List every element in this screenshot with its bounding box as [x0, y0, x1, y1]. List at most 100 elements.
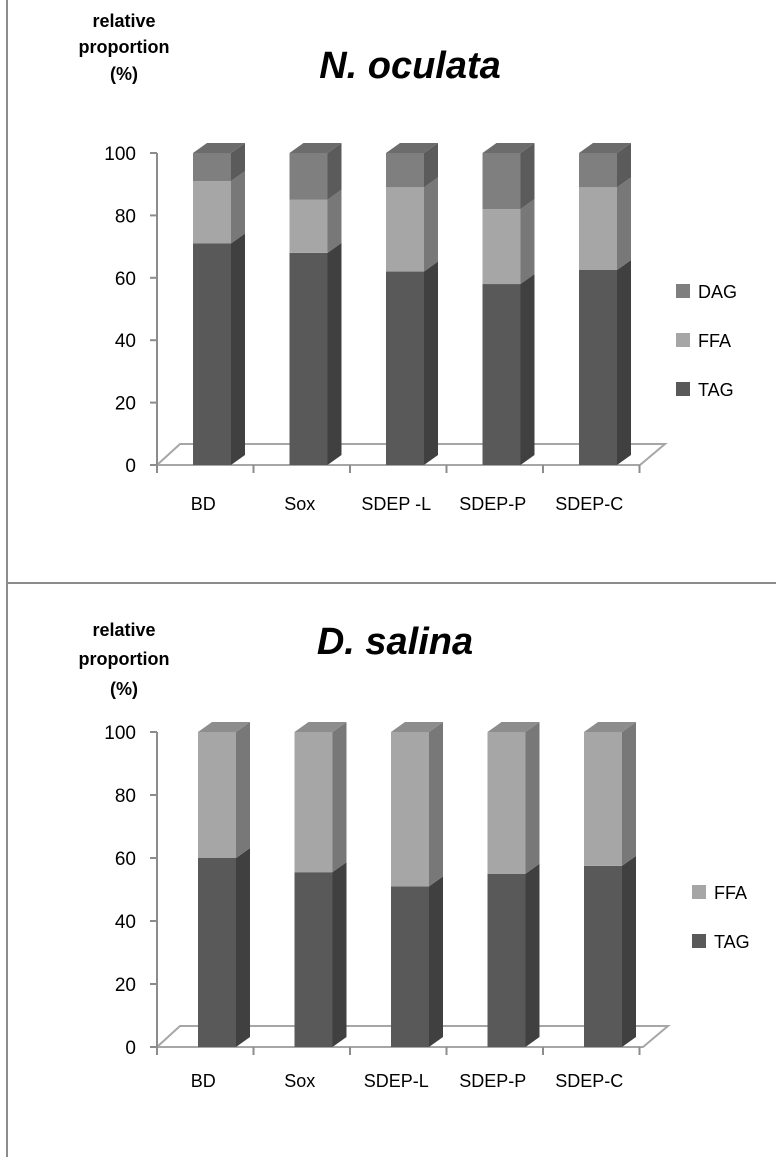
bar-ffa-front	[294, 732, 333, 873]
bar-stack	[487, 722, 540, 1047]
legend-label: FFA	[698, 331, 731, 351]
bar-dag-top	[289, 143, 342, 153]
y-axis-label-line: proportion	[79, 649, 170, 669]
bar-ffa-top	[294, 722, 347, 732]
bar-tag-front	[579, 270, 617, 465]
y-tick-label: 40	[115, 912, 136, 933]
bar-dag-front	[289, 153, 328, 200]
legend-label: TAG	[698, 380, 734, 400]
bar-dag-front	[193, 153, 231, 182]
y-tick-label: 80	[115, 206, 136, 227]
bar-stack	[193, 143, 245, 465]
bar-tag-side	[525, 863, 540, 1047]
legend-label: FFA	[714, 883, 747, 903]
bar-tag-front	[294, 872, 333, 1047]
bar-dag-side	[520, 143, 535, 210]
chart-2: D. salina relative proportion (%) 0 20 40 60 80 1…	[79, 620, 750, 1091]
bar-dag-top	[193, 143, 245, 153]
bar-tag-side	[622, 855, 636, 1047]
bar-ffa-top	[198, 722, 250, 732]
bar-ffa-front	[193, 181, 231, 244]
y-tick-label: 80	[115, 786, 136, 807]
bar-tag-front	[289, 252, 328, 465]
bar-ffa-side	[520, 199, 535, 285]
bar-stack	[482, 143, 535, 465]
legend-swatch	[676, 382, 690, 396]
y-tick-label: 100	[104, 723, 136, 744]
x-tick-label: SDEP-P	[459, 1071, 526, 1091]
y-tick-label: 20	[115, 394, 136, 415]
bar-dag-top	[386, 143, 438, 153]
bar-dag-side	[327, 143, 342, 200]
legend-swatch	[676, 333, 690, 347]
bar-dag-top	[579, 143, 631, 153]
legend-item: TAG	[692, 932, 750, 952]
bar-tag-side	[231, 233, 245, 465]
bar-ffa-side	[424, 177, 438, 272]
bar-dag-front	[386, 153, 424, 188]
bar-ffa-side	[231, 171, 245, 244]
y-tick-label: 60	[115, 849, 136, 870]
bar-tag-side	[327, 242, 342, 465]
bar-tag-side	[617, 260, 631, 465]
bar-stack	[289, 143, 342, 465]
bar-dag-front	[482, 153, 521, 210]
bar-ffa-front	[391, 732, 429, 887]
x-tick-label: BD	[191, 494, 216, 514]
y-axis-label-line: (%)	[110, 679, 138, 699]
bar-stack	[198, 722, 250, 1047]
bar-dag-front	[579, 153, 617, 188]
bar-tag-side	[429, 876, 443, 1047]
bar-stack	[386, 143, 438, 465]
bar-stack	[579, 143, 631, 465]
chart-floor	[154, 443, 668, 466]
chart-title: N. oculata	[319, 45, 501, 87]
bar-dag-side	[231, 143, 245, 182]
bar-ffa-side	[617, 177, 631, 270]
bar-dag-side	[424, 143, 438, 188]
bar-tag-front	[482, 284, 521, 465]
x-tick-label: SDEP-C	[555, 494, 623, 514]
bar-ffa-front	[579, 187, 617, 270]
legend-label: TAG	[714, 932, 750, 952]
legend-swatch	[692, 885, 706, 899]
bar-ffa-top	[391, 722, 443, 732]
bar-stack	[294, 722, 347, 1047]
chart-floor	[154, 1025, 671, 1048]
bar-dag-top	[482, 143, 535, 153]
bar-ffa-front	[482, 209, 521, 285]
y-axis-label-line: (%)	[110, 64, 138, 84]
bar-ffa-side	[327, 189, 342, 253]
bar-tag-front	[198, 858, 236, 1047]
y-axis-label-line: relative	[92, 620, 155, 640]
bar-ffa-side	[525, 722, 540, 874]
bar-ffa-side	[236, 722, 250, 858]
legend-item: DAG	[676, 282, 737, 302]
bar-tag-side	[332, 862, 347, 1047]
y-axis-label-line: relative	[92, 11, 155, 31]
bar-tag-front	[386, 271, 424, 465]
legend-item: FFA	[676, 331, 731, 351]
bar-tag-side	[236, 848, 250, 1047]
bar-ffa-side	[429, 722, 443, 887]
x-tick-label: SDEP-C	[555, 1071, 623, 1091]
chart-title: D. salina	[317, 621, 473, 663]
bar-tag-front	[584, 865, 622, 1047]
bar-tag-front	[391, 886, 429, 1047]
bar-ffa-side	[622, 722, 636, 866]
bar-ffa-front	[584, 732, 622, 866]
x-tick-label: Sox	[284, 494, 315, 514]
x-tick-label: SDEP-L	[364, 1071, 429, 1091]
bar-tag-front	[487, 873, 526, 1047]
y-tick-label: 100	[104, 144, 136, 165]
bar-tag-front	[193, 243, 231, 465]
x-tick-label: Sox	[284, 1071, 315, 1091]
x-tick-label: BD	[191, 1071, 216, 1091]
legend-swatch	[692, 934, 706, 948]
y-axis-label-line: proportion	[79, 37, 170, 57]
bar-stack	[391, 722, 443, 1047]
y-tick-label: 60	[115, 269, 136, 290]
legend-item: FFA	[692, 883, 747, 903]
y-tick-label: 20	[115, 975, 136, 996]
bar-ffa-top	[487, 722, 540, 732]
